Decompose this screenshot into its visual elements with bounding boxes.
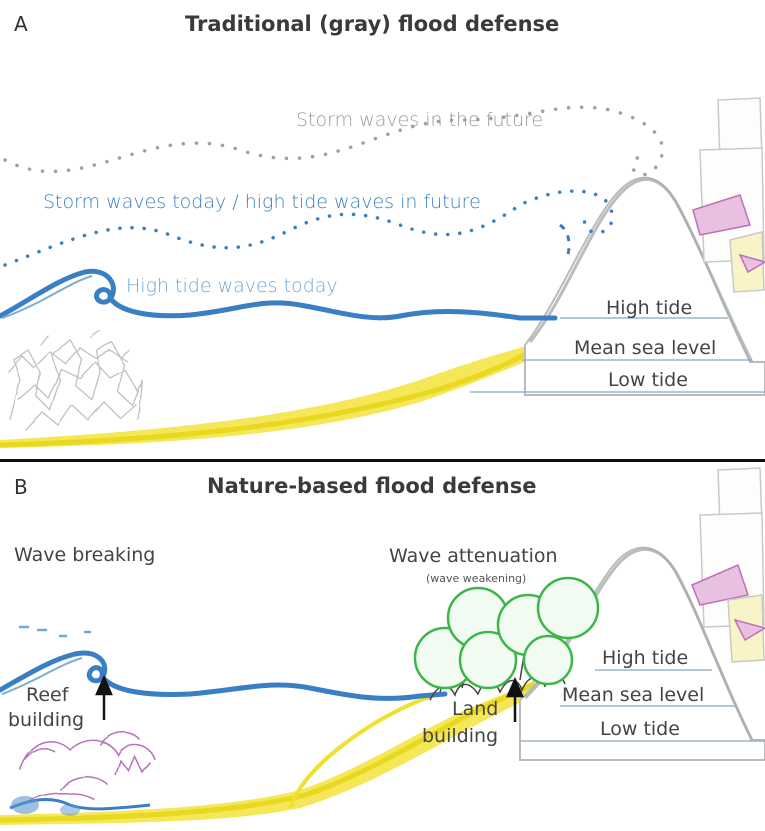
- land-label-line2: building: [422, 725, 499, 747]
- wave-attenuation-label: Wave attenuation: [389, 545, 558, 567]
- wave-spray: [18, 625, 92, 638]
- reef-label-line2: building: [8, 709, 85, 731]
- panel-b-artwork: [0, 467, 765, 825]
- panel-b-letter: B: [14, 475, 28, 499]
- high-tide-label-a: High tide: [606, 297, 693, 319]
- today-storm-wave: [3, 189, 614, 267]
- reef-building-arrow: [95, 674, 113, 720]
- land-label-line1: Land: [452, 698, 499, 720]
- panel-b-title: Nature-based flood defense: [207, 474, 537, 498]
- panel-a-seabed: [0, 345, 530, 448]
- wave-weakening-label: (wave weakening): [426, 572, 527, 585]
- panel-b-wave: [0, 650, 448, 701]
- low-tide-label-a: Low tide: [608, 369, 688, 391]
- living-reef: [19, 731, 156, 801]
- reef-label-line1: Reef: [26, 684, 69, 706]
- panel-divider: [0, 459, 765, 462]
- high-tide-wave-label: High tide waves today: [126, 275, 338, 297]
- panel-b-buildings: [691, 467, 765, 663]
- mean-sea-level-label-b: Mean sea level: [562, 684, 705, 706]
- mean-sea-level-label-a: Mean sea level: [574, 337, 717, 359]
- land-building-arrow: [506, 676, 524, 722]
- panel-a-artwork: [0, 97, 765, 448]
- mangrove-trees: [413, 576, 600, 690]
- low-tide-label-b: Low tide: [600, 718, 680, 740]
- wave-breaking-label: Wave breaking: [14, 544, 156, 566]
- today-storm-wave-label: Storm waves today / high tide waves in f…: [43, 191, 481, 213]
- panel-a-buildings: [692, 97, 765, 293]
- panel-a-title: Traditional (gray) flood defense: [185, 12, 560, 36]
- high-tide-wave-today: [0, 268, 558, 321]
- panel-a-letter: A: [14, 12, 28, 36]
- high-tide-label-b: High tide: [602, 647, 689, 669]
- future-storm-wave-label: Storm waves in the future: [296, 109, 544, 131]
- panel-a-gray-reef: [7, 329, 143, 431]
